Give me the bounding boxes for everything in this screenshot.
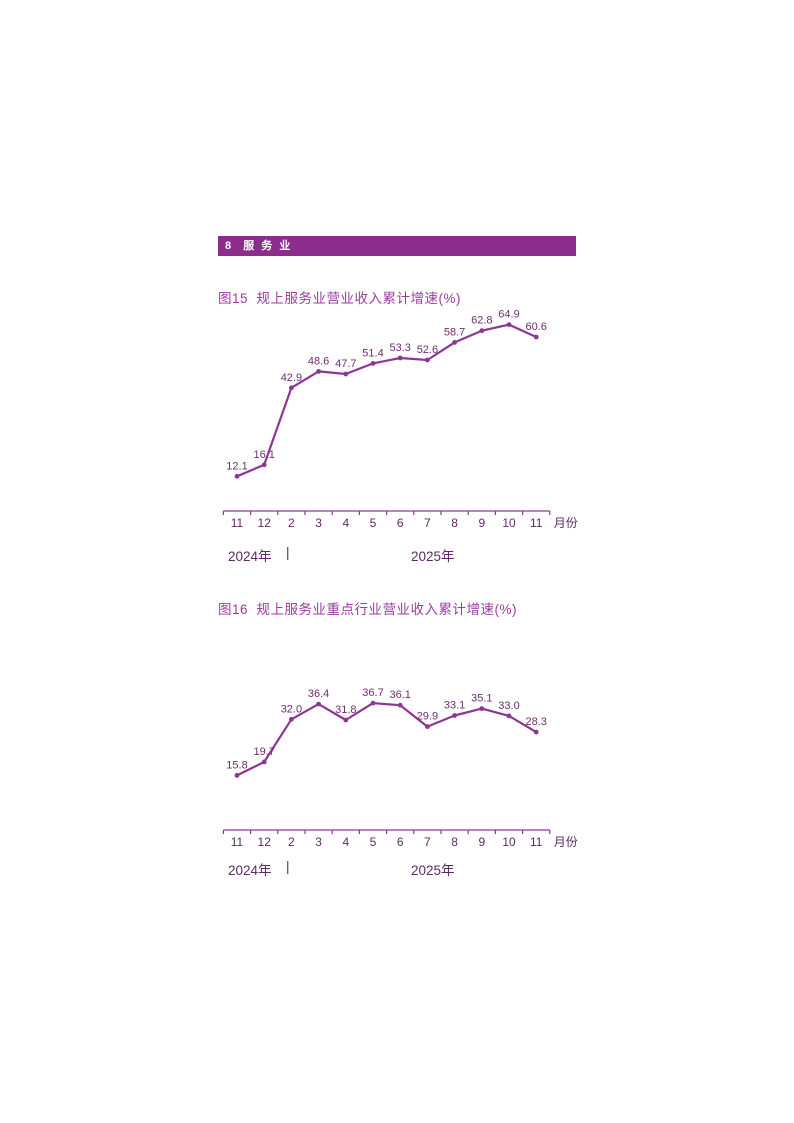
section-header-label: 8 服 务 业 xyxy=(225,240,293,252)
data-point xyxy=(425,724,430,729)
x-tick-label: 8 xyxy=(451,516,458,530)
data-point-label: 42.9 xyxy=(281,372,302,384)
data-point-label: 29.9 xyxy=(417,711,438,723)
data-point xyxy=(234,473,240,479)
data-point-label: 28.3 xyxy=(525,716,546,728)
data-point xyxy=(316,369,321,374)
data-point-label: 58.7 xyxy=(444,326,465,338)
data-point-label: 51.4 xyxy=(362,347,383,359)
figure16-year-axis: 2024年 | 2025年 xyxy=(215,859,590,878)
x-tick-label: 5 xyxy=(370,835,377,849)
figure15-line-chart: 11 12 2 3 4 5 6 7 8 9 10 11 月份 12.1 16.1 42.9 48.6 47.7 51… xyxy=(222,309,578,530)
x-tick-label: 3 xyxy=(315,516,322,530)
data-point xyxy=(506,322,512,327)
data-point-label: 64.9 xyxy=(498,309,519,321)
data-point xyxy=(343,371,349,377)
data-point-label: 60.6 xyxy=(525,321,546,333)
data-point-label: 15.8 xyxy=(226,759,247,771)
data-point xyxy=(261,462,267,468)
year-2024-label: 2024年 xyxy=(228,549,272,564)
data-point-label: 33.1 xyxy=(444,700,465,712)
data-point-label: 36.4 xyxy=(308,688,329,700)
data-point xyxy=(289,385,294,391)
data-point-label: 48.6 xyxy=(308,355,329,367)
line-series xyxy=(235,701,538,777)
x-tick-label: 10 xyxy=(502,516,516,530)
x-tick-label: 11 xyxy=(530,835,543,849)
x-tick-label: 2 xyxy=(288,835,295,849)
x-tick-label: 12 xyxy=(258,835,272,849)
data-point xyxy=(533,334,539,340)
data-point xyxy=(479,328,485,334)
x-tick-label: 10 xyxy=(502,835,516,849)
year-separator: | xyxy=(286,545,290,560)
x-tick-label: 6 xyxy=(397,516,404,530)
year-2024-label: 2024年 xyxy=(228,863,272,878)
x-tick-label: 8 xyxy=(451,835,458,849)
x-axis-unit-label: 月份 xyxy=(554,516,578,530)
data-point-label: 16.1 xyxy=(253,449,274,461)
year-2025-label: 2025年 xyxy=(411,863,455,878)
data-point xyxy=(452,340,457,345)
x-tick-label: 2 xyxy=(288,516,295,530)
data-point xyxy=(234,773,240,778)
x-tick-label: 4 xyxy=(342,835,349,849)
data-point xyxy=(397,702,403,708)
data-point-label: 62.8 xyxy=(471,315,492,327)
data-point-label: 35.1 xyxy=(471,693,492,705)
data-point xyxy=(370,700,376,706)
data-point xyxy=(425,357,430,363)
data-point-label: 47.7 xyxy=(335,358,356,370)
x-axis-unit-label: 月份 xyxy=(554,835,578,849)
x-tick-label: 9 xyxy=(478,516,485,530)
year-2025-label: 2025年 xyxy=(411,549,455,564)
data-point xyxy=(343,717,349,723)
data-point-label: 36.1 xyxy=(389,689,410,701)
x-tick-label: 7 xyxy=(424,835,431,849)
figure16-title: 图16 规上服务业重点行业营业收入累计增速(%) xyxy=(218,602,518,617)
x-tick-label: 11 xyxy=(231,835,244,849)
x-tick-label: 6 xyxy=(397,835,404,849)
figure15-title: 图15 规上服务业营业收入累计增速(%) xyxy=(218,291,462,306)
data-point xyxy=(397,355,403,361)
data-point-label: 33.0 xyxy=(498,700,519,712)
x-tick-label: 11 xyxy=(231,516,244,530)
x-tick-label: 5 xyxy=(370,516,377,530)
data-point xyxy=(479,706,485,711)
data-point-label: 36.7 xyxy=(362,687,383,699)
figure16-line-chart: 11 12 2 3 4 5 6 7 8 9 10 11 月份 15.8 19.7 32.0 36.4 31.8 36… xyxy=(222,687,578,849)
data-point xyxy=(370,361,376,366)
year-separator: | xyxy=(286,859,290,874)
x-tick-label: 9 xyxy=(478,835,485,849)
data-point-label: 12.1 xyxy=(226,460,247,472)
x-axis xyxy=(222,829,551,834)
data-point xyxy=(261,759,267,765)
data-point-label: 31.8 xyxy=(335,704,356,716)
data-point xyxy=(533,729,539,735)
data-point xyxy=(289,716,294,722)
line-series xyxy=(235,323,538,478)
figure15-year-axis: 2024年 | 2025年 xyxy=(215,545,590,564)
data-point xyxy=(506,713,512,719)
section-header-bar: 8 服 务 业 xyxy=(218,236,576,256)
data-point-label: 32.0 xyxy=(281,703,302,715)
x-tick-label: 7 xyxy=(424,516,431,530)
x-tick-label: 11 xyxy=(530,516,543,530)
x-tick-label: 4 xyxy=(342,516,349,530)
x-tick-label: 12 xyxy=(258,516,272,530)
x-tick-label: 3 xyxy=(315,835,322,849)
data-point xyxy=(316,701,321,707)
data-point-label: 52.6 xyxy=(417,344,438,356)
data-point-label: 53.3 xyxy=(389,342,410,354)
x-axis xyxy=(222,510,551,515)
data-point xyxy=(452,713,457,718)
data-point-label: 19.7 xyxy=(253,746,274,758)
